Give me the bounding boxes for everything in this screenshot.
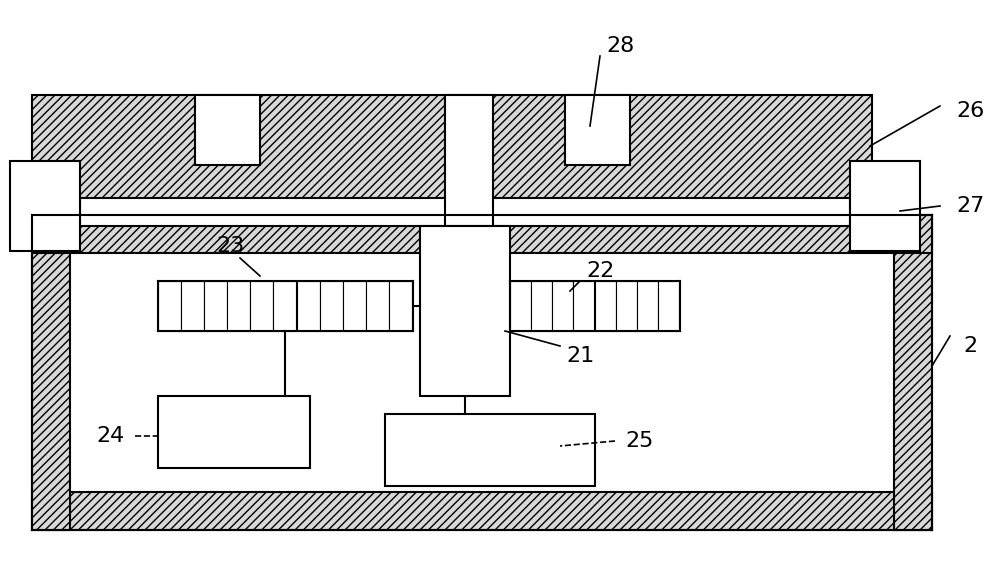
Bar: [158, 281, 181, 331]
Bar: [531, 281, 552, 331]
Bar: [385, 414, 595, 486]
Text: 22: 22: [586, 261, 614, 281]
Text: 27: 27: [956, 196, 984, 216]
Text: 26: 26: [956, 101, 984, 121]
Bar: [420, 226, 510, 396]
Bar: [595, 281, 616, 331]
Bar: [273, 281, 296, 331]
Bar: [552, 281, 573, 331]
Bar: [658, 281, 679, 331]
Bar: [320, 281, 343, 331]
Bar: [181, 281, 204, 331]
Text: 24: 24: [96, 426, 124, 446]
Bar: [195, 95, 260, 165]
Bar: [297, 281, 320, 331]
Text: 23: 23: [216, 236, 244, 256]
Bar: [70, 253, 894, 492]
Bar: [366, 281, 389, 331]
Bar: [894, 215, 932, 530]
Text: 28: 28: [606, 36, 634, 56]
Bar: [637, 281, 658, 331]
Bar: [850, 161, 920, 251]
Bar: [204, 281, 227, 331]
Bar: [445, 95, 493, 226]
Bar: [32, 95, 872, 210]
Bar: [10, 161, 80, 251]
Bar: [158, 396, 310, 468]
Bar: [32, 215, 932, 253]
Text: 2: 2: [963, 336, 977, 356]
Bar: [616, 281, 637, 331]
Bar: [389, 281, 412, 331]
Bar: [227, 281, 250, 331]
Bar: [510, 281, 531, 331]
Bar: [250, 281, 273, 331]
Bar: [80, 198, 850, 226]
Bar: [32, 492, 932, 530]
Bar: [573, 281, 594, 331]
Bar: [343, 281, 366, 331]
Text: 25: 25: [626, 431, 654, 451]
Bar: [565, 95, 630, 165]
Bar: [32, 215, 70, 530]
Text: 21: 21: [566, 346, 594, 366]
